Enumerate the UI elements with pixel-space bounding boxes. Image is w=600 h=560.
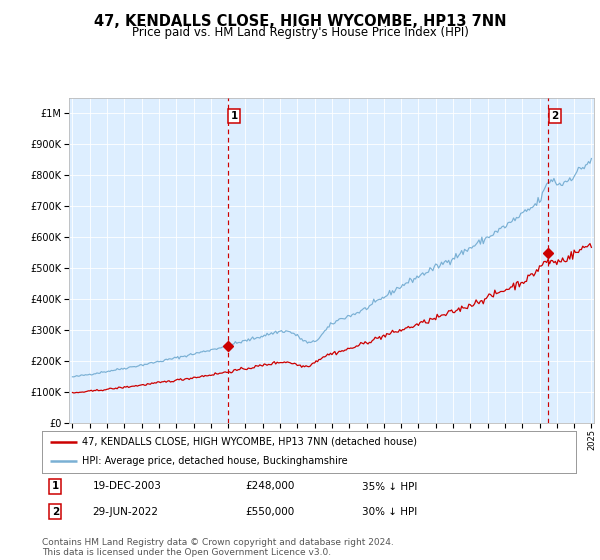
Text: Contains HM Land Registry data © Crown copyright and database right 2024.
This d: Contains HM Land Registry data © Crown c… [42, 538, 394, 557]
Text: 47, KENDALLS CLOSE, HIGH WYCOMBE, HP13 7NN (detached house): 47, KENDALLS CLOSE, HIGH WYCOMBE, HP13 7… [82, 437, 417, 447]
Text: 2: 2 [52, 507, 59, 517]
Text: 47, KENDALLS CLOSE, HIGH WYCOMBE, HP13 7NN: 47, KENDALLS CLOSE, HIGH WYCOMBE, HP13 7… [94, 14, 506, 29]
Text: 2: 2 [551, 111, 559, 121]
Text: £550,000: £550,000 [245, 507, 294, 517]
Text: £248,000: £248,000 [245, 482, 294, 492]
Text: 1: 1 [231, 111, 238, 121]
Text: HPI: Average price, detached house, Buckinghamshire: HPI: Average price, detached house, Buck… [82, 456, 347, 466]
Text: 29-JUN-2022: 29-JUN-2022 [93, 507, 159, 517]
Text: 30% ↓ HPI: 30% ↓ HPI [362, 507, 418, 517]
Text: 19-DEC-2003: 19-DEC-2003 [93, 482, 161, 492]
Text: 35% ↓ HPI: 35% ↓ HPI [362, 482, 418, 492]
Text: 1: 1 [52, 482, 59, 492]
Text: Price paid vs. HM Land Registry's House Price Index (HPI): Price paid vs. HM Land Registry's House … [131, 26, 469, 39]
